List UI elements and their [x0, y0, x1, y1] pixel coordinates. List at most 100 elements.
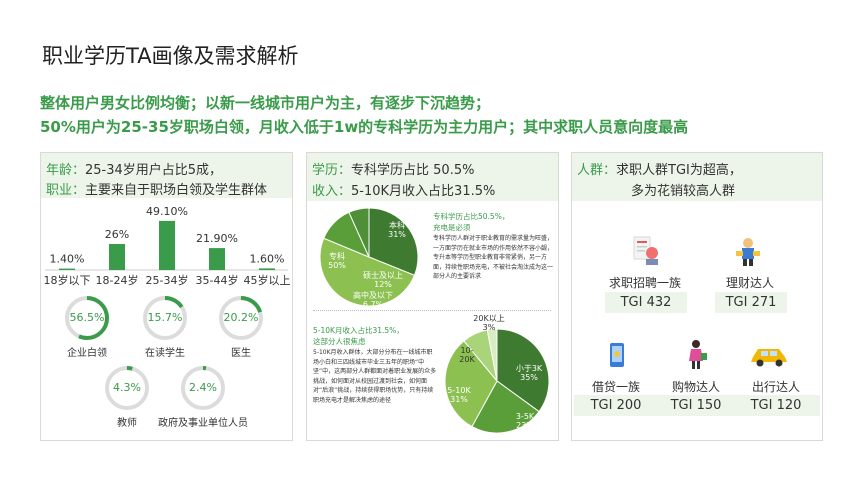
bar-data-label-3: 21.90% [196, 232, 238, 245]
bar-3 [209, 248, 225, 270]
ring-label-2: 医生 [231, 348, 251, 359]
x-tick-label-3: 35-44岁 [196, 273, 239, 287]
ring-chart-1 [143, 296, 187, 340]
bar-2 [159, 220, 175, 270]
audience-line: 人群：求职人群TGI为超高， [577, 159, 742, 178]
ring-value-3: 4.3% [113, 381, 141, 394]
education-note: 专科学历占比50.5%， 充电是必须 专科学历人群对于职业教育的需求量为旺盛，一方… [433, 211, 555, 282]
group-label-finance: 理财达人 [725, 276, 774, 290]
income-note-body: 5-10K月收入群体，大部分分布在一线城市职场小白和三四线城市毕业三五年的职场“… [313, 349, 437, 404]
ring-chart-4 [181, 366, 225, 410]
inc-slice-2 [444, 340, 498, 428]
education-key: 学历： [312, 163, 352, 178]
tgi-badge-loan: TGI 200 [590, 398, 642, 413]
x-tick-label-4: 45岁以上 [244, 273, 291, 287]
ring-arc-1 [143, 296, 187, 340]
edu-label-3: 高中及以下 6.7% [353, 290, 393, 309]
age-key: 年龄： [46, 163, 86, 178]
group-label-job: 求职招聘一族 [608, 276, 681, 290]
bar-4 [259, 268, 275, 270]
inc-label-4: 20K以上 3% [473, 314, 504, 332]
ring-chart-2 [219, 296, 263, 340]
tgi-badge-shopping: TGI 150 [670, 398, 722, 413]
ring-arc-4 [181, 366, 225, 410]
occupation-key: 职业： [46, 183, 86, 198]
tgi-badge-job: TGI 432 [605, 292, 687, 313]
education-pie-chart: 本科 31% 专科 50% 硕士及以上 12%高中及以下 6.7% [319, 207, 419, 309]
headline-1: 整体用户男女比例均衡；以新一线城市用户为主，有逐步下沉趋势； [40, 94, 491, 112]
ring-chart-3 [105, 366, 149, 410]
group-label-shopping: 购物达人 [671, 380, 720, 394]
inc-label-1: 3-5K 23% [516, 412, 535, 430]
bar-data-label-4: 1.60% [250, 252, 285, 265]
job-seeker-icon [633, 236, 658, 265]
ring-arc-2 [219, 296, 263, 340]
ring-value-1: 15.7% [147, 311, 183, 324]
education-income-panel: 学历：专科学历占比 50.5% 收入：5-10K月收入占比31.5% 本科 31%… [306, 152, 559, 441]
income-note: 5-10K月收入占比31.5%， 这部分人很焦虑 5-10K月收入群体，大部分分布… [313, 325, 437, 405]
income-key: 收入： [312, 184, 352, 199]
education-note-title: 专科学历占比50.5%， 充电是必须 [433, 212, 510, 232]
bar-0 [59, 268, 75, 270]
ring-label-1: 在读学生 [145, 348, 185, 359]
occupation-rings: 56.5% 企业白领 15.7% 在读学生 20.2% 医生 4.3% 教师 2.4% 政府及事业… [41, 288, 292, 440]
panel-header: 学历：专科学历占比 50.5% 收入：5-10K月收入占比31.5% [307, 153, 558, 201]
page-title: 职业学历TA画像及需求解析 [42, 44, 299, 68]
income-value: 5-10K月收入占比31.5% [351, 184, 496, 199]
group-label-travel: 出行达人 [751, 380, 800, 394]
edu-slice-3 [348, 207, 370, 258]
headline-2: 50%用户为25-35岁职场白领，月收入低于1w的专科学历为主力用户；其中求职人… [40, 118, 689, 136]
divider [313, 310, 551, 311]
edu-label-0: 本科 31% [388, 220, 406, 239]
edu-slice-1 [319, 237, 416, 307]
audience-value: 求职人群TGI为超高， [616, 163, 742, 178]
ring-label-0: 企业白领 [67, 348, 107, 359]
tgi-row [574, 395, 820, 416]
shopping-icon [689, 340, 707, 369]
age-value: 25-34岁用户占比5成， [85, 163, 223, 178]
x-tick-label-0: 18岁以下 [44, 273, 91, 287]
x-tick-label-1: 18-24岁 [96, 273, 139, 287]
income-note-title: 5-10K月收入占比31.5%， 这部分人很焦虑 [313, 326, 404, 346]
inc-slice-0 [496, 328, 550, 413]
tgi-badge-travel: TGI 120 [750, 398, 802, 413]
audience-panel: 人群：求职人群TGI为超高， 多为花销较高人群 求职招聘一族 TGI 432 理… [571, 152, 823, 441]
age-occupation-panel: 年龄：25-34岁用户占比5成， 职业：主要来自于职场白领及学生群体 1.40%… [40, 152, 293, 441]
panel-header: 年龄：25-34岁用户占比5成， 职业：主要来自于职场白领及学生群体 [41, 153, 292, 198]
ring-value-0: 56.5% [69, 311, 105, 324]
inc-slice-4 [486, 328, 498, 382]
education-value: 专科学历占比 50.5% [351, 163, 475, 178]
car-icon [751, 349, 787, 367]
edu-slice-0 [368, 207, 419, 276]
ring-label-3: 教师 [117, 418, 137, 429]
loan-phone-icon [610, 343, 624, 367]
audience-key: 人群： [577, 163, 617, 178]
income-pie-chart: 小于3K 35% 3-5K 23% 5-10K 31% 10-20K 20K以上 3% [444, 314, 550, 434]
ring-label-4: 政府及事业单位人员 [158, 418, 248, 429]
inc-label-0: 小于3K 35% [516, 364, 543, 382]
ring-value-4: 2.4% [189, 381, 217, 394]
ring-value-2: 20.2% [223, 311, 259, 324]
finance-icon [736, 238, 760, 266]
occupation-value: 主要来自于职场白领及学生群体 [85, 183, 268, 198]
bar-data-label-2: 49.10% [146, 205, 188, 218]
inc-slice-1 [471, 380, 540, 434]
ring-arc-3 [105, 366, 149, 410]
education-line: 学历：专科学历占比 50.5% [312, 159, 474, 178]
income-line: 收入：5-10K月收入占比31.5% [312, 180, 495, 199]
age-bar-chart: 1.40% 18岁以下 26% 18-24岁 49.10% 25-34岁 21.90% 35-… [44, 205, 291, 287]
inc-label-3: 10-20K [459, 346, 475, 364]
inc-label-2: 5-10K 31% [447, 386, 471, 404]
bar-data-label-0: 1.40% [50, 253, 85, 266]
group-label-loan: 借贷一族 [591, 380, 640, 394]
bar-1 [109, 244, 125, 270]
x-tick-label-2: 25-34岁 [146, 273, 189, 287]
edu-label-2: 硕士及以上 12% [363, 270, 403, 289]
age-line: 年龄：25-34岁用户占比5成， [46, 159, 222, 178]
panel-header: 人群：求职人群TGI为超高， 多为花销较高人群 [572, 153, 822, 201]
tgi-badge-finance: TGI 271 [715, 292, 787, 313]
ring-arc-0 [65, 296, 109, 340]
edu-label-1: 专科 50% [328, 251, 346, 270]
education-note-body: 专科学历人群对于职业教育的需求量为旺盛，一方面学历在就业市场的作用依然不容小觑，… [433, 235, 554, 280]
audience-line-2: 多为花销较高人群 [631, 184, 736, 199]
